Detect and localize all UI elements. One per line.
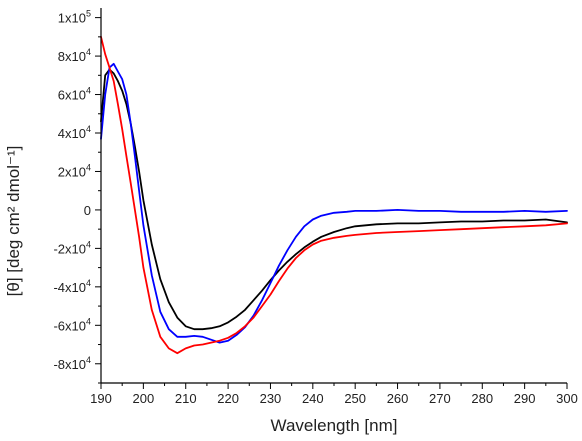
x-tick-label: 230 bbox=[260, 391, 282, 406]
x-tick-label: 250 bbox=[344, 391, 366, 406]
x-axis-title: Wavelength [nm] bbox=[271, 416, 398, 435]
plot-series bbox=[100, 35, 568, 355]
x-tick-label: 260 bbox=[387, 391, 409, 406]
series-line-3 bbox=[100, 35, 568, 355]
x-tick-label: 280 bbox=[471, 391, 493, 406]
x-tick-label: 290 bbox=[514, 391, 536, 406]
series-line-2 bbox=[100, 62, 568, 344]
y-tick-label: 2x104 bbox=[58, 162, 91, 179]
y-tick-label: 1x105 bbox=[58, 9, 91, 26]
y-axis-title: [θ] [deg cm² dmol⁻¹] bbox=[4, 146, 23, 297]
series-line-1 bbox=[100, 68, 568, 331]
x-tick-label: 300 bbox=[556, 391, 578, 406]
x-tick-label: 200 bbox=[133, 391, 155, 406]
y-tick-label: 4x104 bbox=[58, 124, 91, 141]
y-tick-label: -6x104 bbox=[53, 316, 91, 333]
y-ticks: -8x104 -6x104 -4x104 -2x104 0 2x104 4x104 6x104… bbox=[53, 9, 101, 384]
x-tick-label: 240 bbox=[302, 391, 324, 406]
y-tick-label: 8x104 bbox=[58, 47, 91, 64]
x-tick-label: 190 bbox=[90, 391, 112, 406]
x-tick-label: 270 bbox=[429, 391, 451, 406]
y-tick-label: 6x104 bbox=[58, 86, 91, 103]
x-tick-label: 220 bbox=[217, 391, 239, 406]
x-tick-label: 210 bbox=[175, 391, 197, 406]
y-tick-label: -4x104 bbox=[53, 278, 91, 295]
y-tick-label: 0 bbox=[84, 203, 91, 218]
x-ticks: 190 200 210 220 230 240 250 260 270 280 290 300 bbox=[90, 383, 578, 406]
y-tick-label: -8x104 bbox=[53, 355, 91, 372]
y-tick-label: -2x104 bbox=[53, 239, 91, 256]
